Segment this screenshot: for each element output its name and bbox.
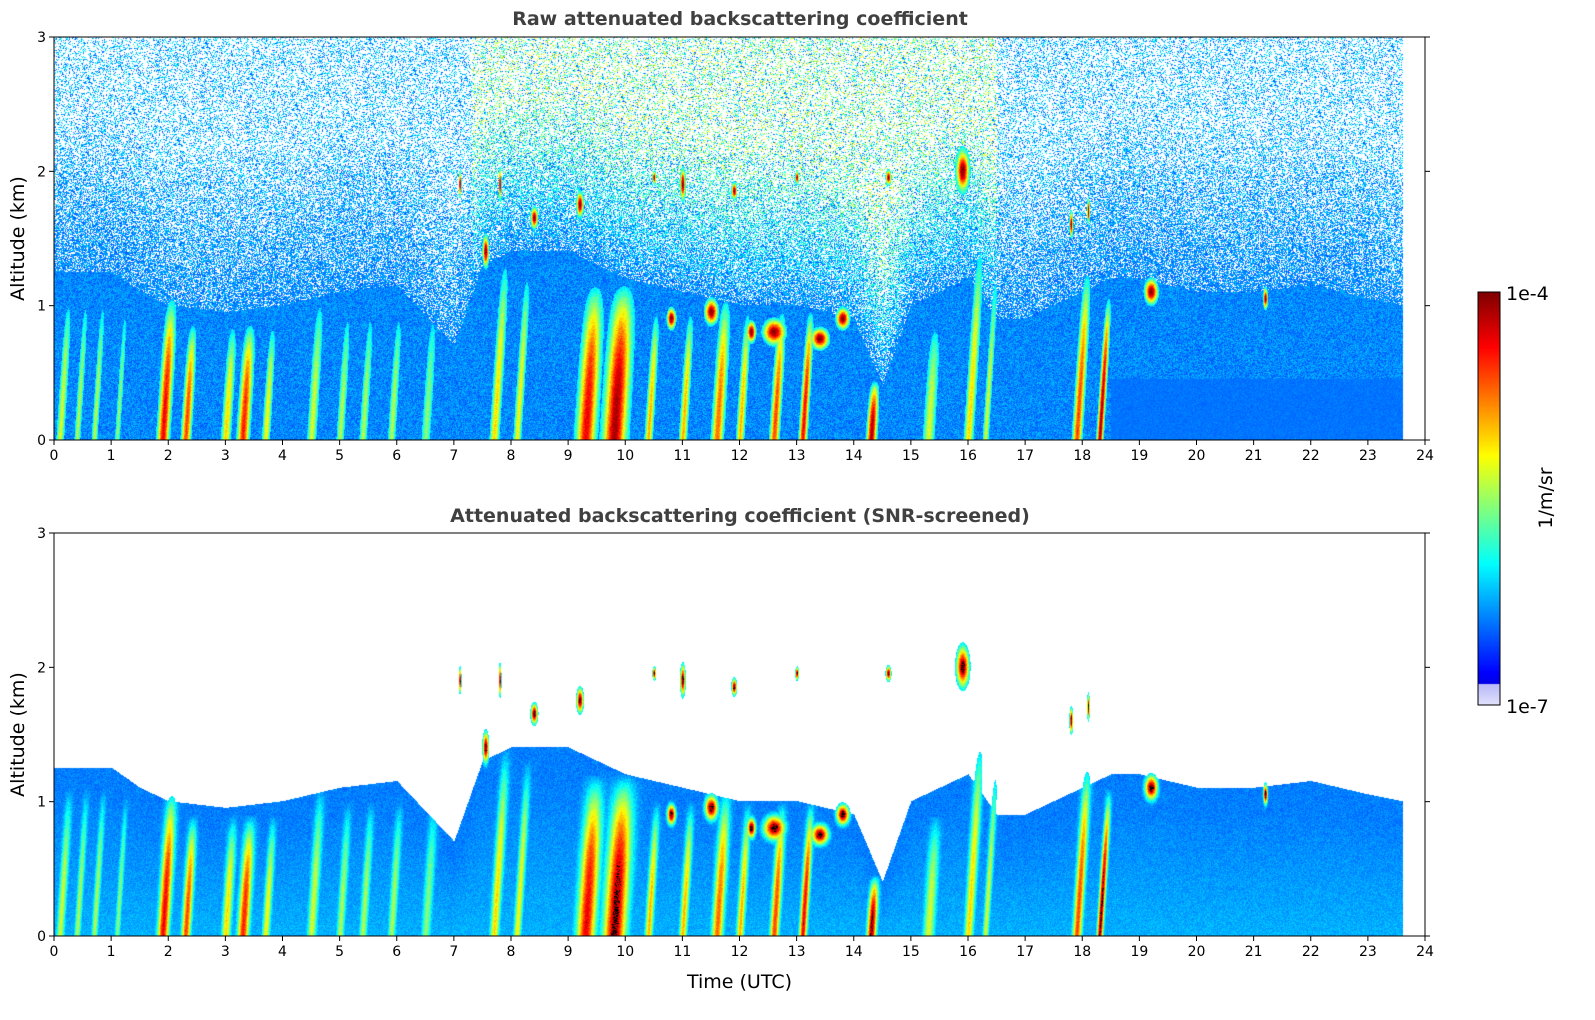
raw-xtick-label: 17: [1016, 448, 1034, 464]
snr-ytick-label: 2: [37, 660, 46, 676]
snr-ylabel: Altitude (km): [7, 672, 29, 797]
snr-xtick-label: 11: [673, 944, 691, 960]
raw-xtick-label: 7: [449, 448, 458, 464]
snr-xtick-label: 6: [392, 944, 401, 960]
snr-xtick-label: 10: [616, 944, 634, 960]
snr-xtick-label: 24: [1416, 944, 1434, 960]
raw-xtick-label: 5: [335, 448, 344, 464]
raw-xtick-label: 1: [107, 448, 116, 464]
snr-xtick-label: 13: [788, 944, 806, 960]
raw-ytick-label: 1: [37, 299, 46, 315]
raw-ytick-label: 2: [37, 164, 46, 180]
snr-xtick-label: 20: [1188, 944, 1206, 960]
snr-xtick-label: 22: [1302, 944, 1320, 960]
snr-xtick-label: 8: [507, 944, 516, 960]
raw-xtick-label: 11: [673, 448, 691, 464]
raw-xtick-label: 24: [1416, 448, 1434, 464]
raw-ytick-label: 3: [37, 30, 46, 46]
raw-xtick-label: 23: [1359, 448, 1377, 464]
snr-xtick-label: 7: [449, 944, 458, 960]
raw-xtick-label: 9: [564, 448, 573, 464]
colorbar-unit-label: 1/m/sr: [1535, 467, 1557, 528]
snr-xtick-label: 19: [1130, 944, 1148, 960]
snr-ytick-label: 1: [37, 795, 46, 811]
raw-xtick-label: 15: [902, 448, 920, 464]
snr-heatmap: [54, 533, 1425, 936]
raw-xtick-label: 16: [959, 448, 977, 464]
raw-xtick-label: 3: [221, 448, 230, 464]
snr-xtick-label: 9: [564, 944, 573, 960]
snr-xtick-label: 12: [731, 944, 749, 960]
raw-ytick-label: 0: [37, 433, 46, 449]
raw-xtick-label: 13: [788, 448, 806, 464]
colorbar: [1478, 292, 1500, 705]
snr-xtick-label: 15: [902, 944, 920, 960]
snr-panel-title: Attenuated backscattering coefficient (S…: [450, 505, 1030, 527]
raw-panel-title: Raw attenuated backscattering coefficien…: [512, 8, 968, 30]
raw-xtick-label: 21: [1245, 448, 1263, 464]
snr-xtick-label: 18: [1073, 944, 1091, 960]
snr-xtick-label: 14: [845, 944, 863, 960]
raw-xtick-label: 14: [845, 448, 863, 464]
raw-xtick-label: 6: [392, 448, 401, 464]
snr-xlabel: Time (UTC): [686, 971, 792, 993]
colorbar-max-label: 1e-4: [1506, 283, 1549, 305]
raw-xtick-label: 8: [507, 448, 516, 464]
raw-xtick-label: 20: [1188, 448, 1206, 464]
raw-ylabel: Altitude (km): [7, 176, 29, 301]
raw-xtick-label: 2: [164, 448, 173, 464]
raw-xtick-label: 18: [1073, 448, 1091, 464]
snr-xtick-label: 1: [107, 944, 116, 960]
raw-xtick-label: 22: [1302, 448, 1320, 464]
raw-xtick-label: 19: [1130, 448, 1148, 464]
snr-xtick-label: 23: [1359, 944, 1377, 960]
snr-xtick-label: 3: [221, 944, 230, 960]
snr-xtick-label: 21: [1245, 944, 1263, 960]
snr-xtick-label: 5: [335, 944, 344, 960]
raw-xtick-label: 12: [731, 448, 749, 464]
snr-xtick-label: 0: [50, 944, 59, 960]
snr-ytick-label: 0: [37, 929, 46, 945]
raw-xtick-label: 10: [616, 448, 634, 464]
raw-xtick-label: 0: [50, 448, 59, 464]
raw-heatmap: [54, 37, 1425, 440]
snr-ytick-label: 3: [37, 526, 46, 542]
raw-xtick-label: 4: [278, 448, 287, 464]
snr-xtick-label: 16: [959, 944, 977, 960]
snr-xtick-label: 2: [164, 944, 173, 960]
snr-xtick-label: 4: [278, 944, 287, 960]
colorbar-min-label: 1e-7: [1506, 696, 1549, 718]
snr-xtick-label: 17: [1016, 944, 1034, 960]
